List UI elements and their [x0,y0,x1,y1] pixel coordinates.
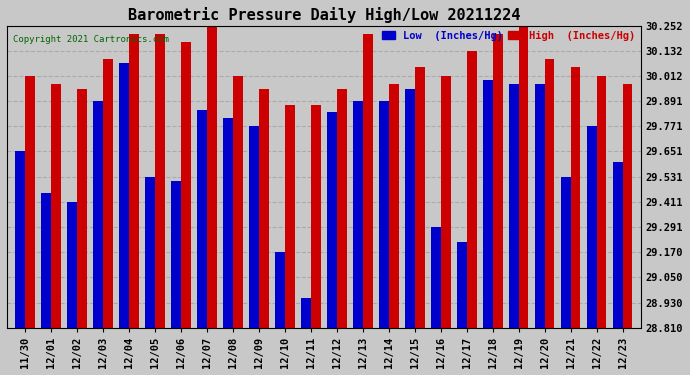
Bar [509,84,519,328]
Bar [41,194,51,328]
Bar [77,88,87,328]
Bar [597,76,607,328]
Bar [405,88,415,328]
Bar [327,112,337,328]
Bar [197,110,207,328]
Bar [457,242,466,328]
Bar [119,63,129,328]
Bar [622,84,632,328]
Bar [388,84,399,328]
Bar [155,34,165,328]
Bar [431,227,441,328]
Bar [181,42,191,328]
Bar [301,298,310,328]
Bar [233,76,243,328]
Legend: Low  (Inches/Hg), High  (Inches/Hg): Low (Inches/Hg), High (Inches/Hg) [382,31,635,41]
Bar [67,202,77,328]
Bar [586,126,597,328]
Bar [466,51,477,328]
Bar [259,88,269,328]
Bar [483,80,493,328]
Bar [613,162,622,328]
Bar [571,68,580,328]
Bar [561,177,571,328]
Bar [353,101,363,328]
Bar [145,177,155,328]
Bar [103,59,113,328]
Bar [25,76,35,328]
Bar [441,76,451,328]
Title: Barometric Pressure Daily High/Low 20211224: Barometric Pressure Daily High/Low 20211… [128,7,520,23]
Text: Copyright 2021 Cartronics.com: Copyright 2021 Cartronics.com [13,34,169,44]
Bar [93,101,103,328]
Bar [129,34,139,328]
Bar [310,105,321,328]
Bar [207,26,217,328]
Bar [519,26,529,328]
Bar [535,84,544,328]
Bar [493,34,502,328]
Bar [171,181,181,328]
Bar [223,118,233,328]
Bar [15,152,25,328]
Bar [544,59,555,328]
Bar [379,101,388,328]
Bar [275,252,285,328]
Bar [337,88,346,328]
Bar [285,105,295,328]
Bar [51,84,61,328]
Bar [249,126,259,328]
Bar [363,34,373,328]
Bar [415,68,424,328]
